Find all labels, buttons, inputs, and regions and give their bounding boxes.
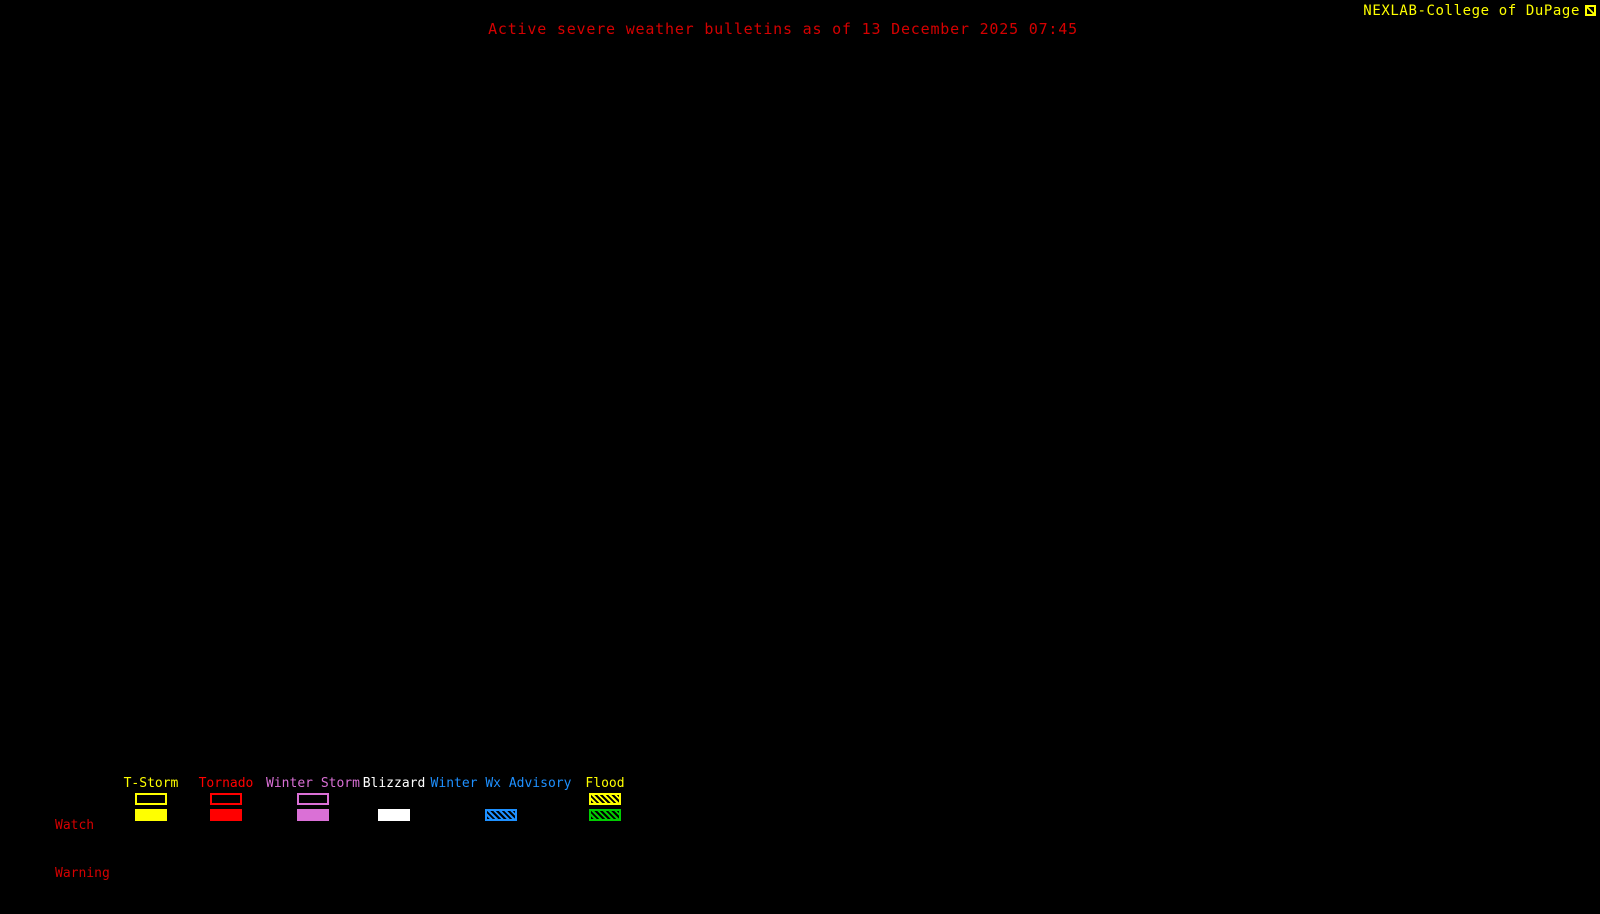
legend-column-flood: Flood xyxy=(565,776,645,824)
brand-text: NEXLAB-College of DuPage xyxy=(1363,3,1580,19)
legend-warning-slot xyxy=(253,808,373,824)
legend-watch-slot xyxy=(421,792,581,808)
legend-warning-swatch xyxy=(589,809,621,821)
legend-column-t-storm: T-Storm xyxy=(111,776,191,824)
legend-row-label-watch: Watch xyxy=(55,818,95,833)
brand-label: NEXLAB-College of DuPage xyxy=(1363,2,1598,20)
legend-warning-slot xyxy=(111,808,191,824)
legend-watch-swatch xyxy=(589,793,621,805)
legend: Watch Warning T-Storm Tornado Winter Sto… xyxy=(0,776,1600,881)
legend-column-winter-storm: Winter Storm xyxy=(253,776,373,824)
legend-watch-swatch xyxy=(210,793,242,805)
legend-column-label: Blizzard xyxy=(362,776,426,791)
map-canvas[interactable] xyxy=(0,48,1600,770)
legend-column-tornado: Tornado xyxy=(186,776,266,824)
legend-watch-slot xyxy=(111,792,191,808)
legend-warning-slot xyxy=(354,808,434,824)
legend-row-labels: Watch Warning xyxy=(55,786,110,914)
legend-watch-slot xyxy=(186,792,266,808)
legend-column-label: Winter Storm xyxy=(266,776,360,791)
legend-watch-slot xyxy=(565,792,645,808)
legend-warning-slot xyxy=(421,808,581,824)
legend-column-label: Flood xyxy=(585,776,625,791)
legend-column-winter-wx-advisory: Winter Wx Advisory xyxy=(421,776,581,824)
legend-watch-swatch xyxy=(135,793,167,805)
legend-warning-swatch xyxy=(485,809,517,821)
legend-row-label-warning: Warning xyxy=(55,866,110,881)
legend-column-label: Winter Wx Advisory xyxy=(430,776,572,791)
page-title: Active severe weather bulletins as of 13… xyxy=(488,20,1078,38)
legend-column-label: T-Storm xyxy=(123,776,179,791)
legend-warning-swatch xyxy=(210,809,242,821)
arrow-box-icon xyxy=(1585,4,1598,18)
legend-watch-slot xyxy=(253,792,373,808)
legend-warning-slot xyxy=(186,808,266,824)
legend-warning-swatch xyxy=(297,809,329,821)
legend-warning-slot xyxy=(565,808,645,824)
legend-warning-swatch xyxy=(378,809,410,821)
legend-column-blizzard: Blizzard xyxy=(354,776,434,824)
legend-column-label: Tornado xyxy=(198,776,254,791)
legend-warning-swatch xyxy=(135,809,167,821)
legend-watch-swatch xyxy=(297,793,329,805)
